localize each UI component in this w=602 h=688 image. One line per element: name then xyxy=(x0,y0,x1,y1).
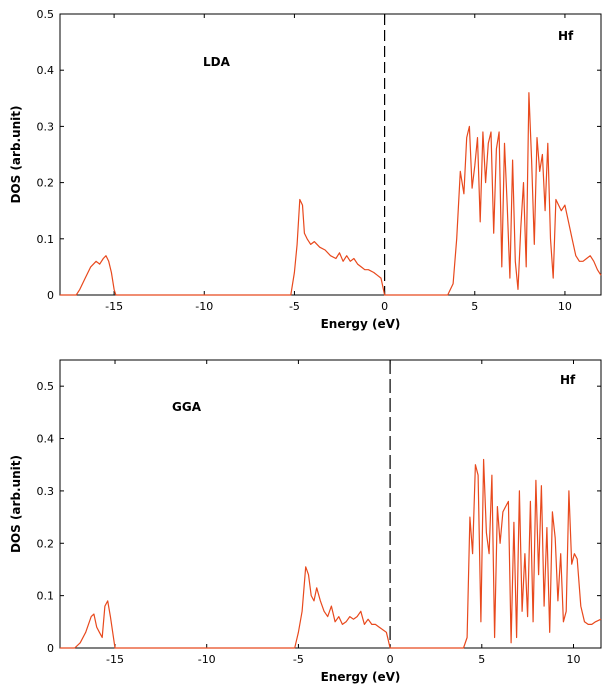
y-tick-label: 0 xyxy=(47,289,54,302)
x-tick-label: 10 xyxy=(558,300,572,313)
x-tick-label: -5 xyxy=(289,300,300,313)
y-tick-label: 0.3 xyxy=(37,120,55,133)
dos-series-line xyxy=(60,92,602,296)
y-axis-title: DOS (arb.unit) xyxy=(9,105,23,203)
y-tick-label: 0.4 xyxy=(37,433,55,446)
x-tick-label: 5 xyxy=(478,653,485,666)
dos-panel-1: 0 0.1 0.2 0.3 0.4 0.5 -15 -10 -5 0 5 10 Energy (eV) D… xyxy=(9,8,602,331)
y-tick-label: 0 xyxy=(47,642,54,655)
functional-label: GGA xyxy=(172,400,202,414)
functional-label: LDA xyxy=(203,55,231,69)
x-tick-label: 10 xyxy=(566,653,580,666)
y-tick-label: 0.5 xyxy=(37,8,55,21)
dos-panel-2: 0 0.1 0.2 0.3 0.4 0.5 -15 -10 -5 0 5 10 Energy (eV) D… xyxy=(9,359,602,684)
y-tick-label: 0.2 xyxy=(37,537,55,550)
element-label: Hf xyxy=(558,29,574,43)
x-tick-label: -10 xyxy=(198,653,216,666)
y-tick-label: 0.1 xyxy=(37,233,55,246)
x-tick-label: 0 xyxy=(387,653,394,666)
plot-frame xyxy=(59,359,602,649)
x-tick-label: -15 xyxy=(105,300,123,313)
x-tick-label: 5 xyxy=(471,300,478,313)
x-tick-label: -10 xyxy=(195,300,213,313)
dos-series-line xyxy=(60,458,602,649)
y-tick-label: 0.5 xyxy=(37,380,55,393)
x-axis-title: Energy (eV) xyxy=(321,317,401,331)
y-axis-title: DOS (arb.unit) xyxy=(9,455,23,553)
element-label: Hf xyxy=(560,373,576,387)
x-tick-label: 0 xyxy=(381,300,388,313)
plot-frame xyxy=(59,13,602,296)
x-tick-label: -15 xyxy=(106,653,124,666)
y-tick-label: 0.4 xyxy=(37,64,55,77)
y-tick-label: 0.2 xyxy=(37,177,55,190)
x-axis-title: Energy (eV) xyxy=(321,670,401,684)
x-tick-label: -5 xyxy=(293,653,304,666)
y-tick-label: 0.1 xyxy=(37,590,55,603)
y-tick-label: 0.3 xyxy=(37,485,55,498)
